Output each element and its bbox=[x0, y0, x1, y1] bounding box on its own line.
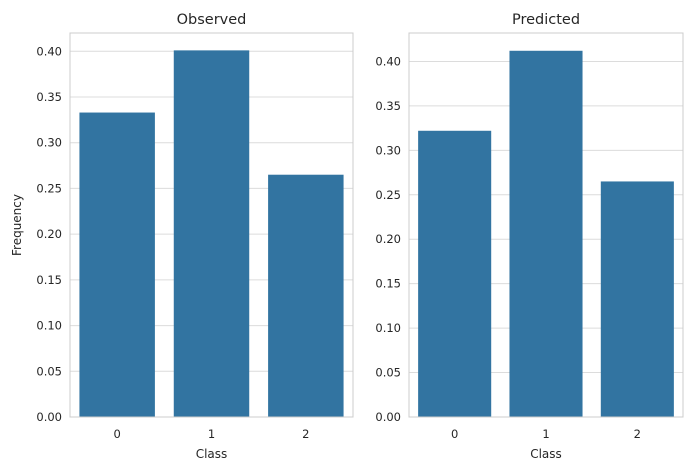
bar bbox=[600, 181, 674, 417]
y-tick-label: 0.00 bbox=[36, 410, 62, 424]
x-tick-label: 1 bbox=[542, 427, 549, 441]
y-tick-label: 0.40 bbox=[36, 44, 62, 58]
y-tick-label: 0.40 bbox=[375, 54, 401, 68]
y-tick-label: 0.00 bbox=[375, 410, 401, 424]
y-tick-label: 0.15 bbox=[375, 277, 401, 291]
predicted-chart: 0.00 0.05 0.10 0.15 0.20 0.25 0.30 0.35 0.40 0 1 2 P… bbox=[375, 12, 684, 461]
x-tick-label: 1 bbox=[208, 427, 215, 441]
bar bbox=[79, 112, 155, 418]
y-tick-label: 0.25 bbox=[375, 188, 401, 202]
y-tick-label: 0.15 bbox=[36, 273, 62, 287]
chart-title: Predicted bbox=[512, 12, 580, 28]
y-axis-label: Frequency bbox=[10, 194, 24, 256]
y-tick-label: 0.20 bbox=[36, 227, 62, 241]
x-tick-label: 2 bbox=[634, 427, 641, 441]
y-tick-label: 0.35 bbox=[36, 90, 62, 104]
y-tick-label: 0.05 bbox=[375, 366, 401, 380]
y-tick-label: 0.30 bbox=[36, 136, 62, 150]
y-tick-label: 0.30 bbox=[375, 143, 401, 157]
bar bbox=[173, 50, 250, 417]
x-tick-label: 0 bbox=[451, 427, 458, 441]
bar bbox=[268, 174, 344, 417]
bar bbox=[418, 130, 492, 417]
y-tick-label: 0.05 bbox=[36, 364, 62, 378]
x-tick-label: 0 bbox=[114, 427, 121, 441]
y-tick-label: 0.25 bbox=[36, 181, 62, 195]
axes-frame bbox=[408, 32, 684, 418]
x-axis-label: Class bbox=[530, 447, 562, 461]
observed-chart: 0.00 0.05 0.10 0.15 0.20 0.25 0.30 0.35 0.40 0 1 2 O… bbox=[10, 12, 354, 461]
x-tick-label: 2 bbox=[302, 427, 309, 441]
y-tick-label: 0.35 bbox=[375, 99, 401, 113]
axes-frame bbox=[69, 32, 354, 418]
y-tick-label: 0.10 bbox=[36, 319, 62, 333]
y-tick-label: 0.10 bbox=[375, 321, 401, 335]
bar bbox=[509, 50, 583, 418]
y-tick-label: 0.20 bbox=[375, 232, 401, 246]
chart-title: Observed bbox=[177, 12, 247, 28]
x-axis-label: Class bbox=[196, 447, 228, 461]
